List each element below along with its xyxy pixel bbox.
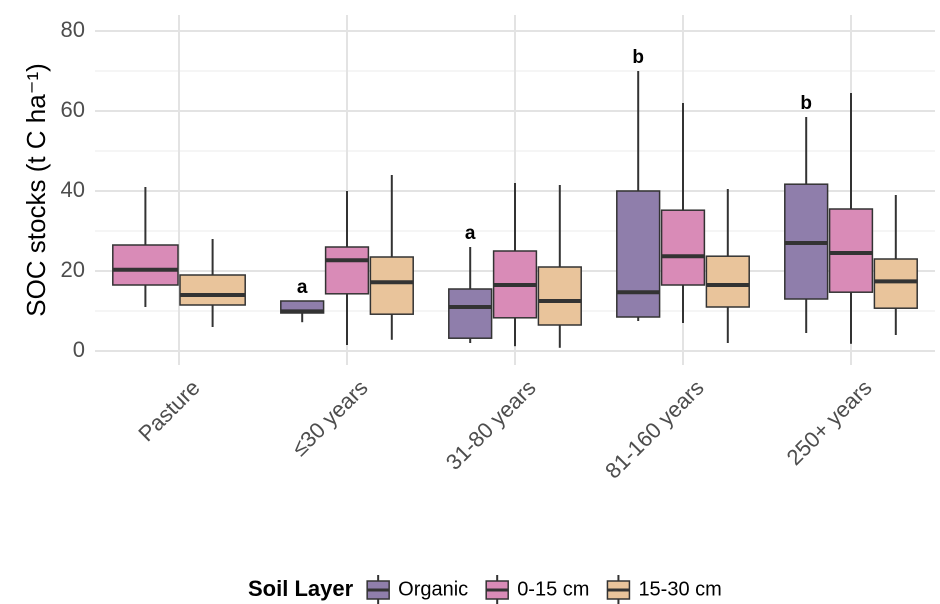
box-group xyxy=(828,93,874,344)
box-group xyxy=(179,239,246,327)
significance-label: b xyxy=(632,47,644,68)
box-group: a xyxy=(448,223,493,343)
y-tick-label: 80 xyxy=(61,17,85,42)
x-tick-label: ≤30 years xyxy=(287,375,373,461)
x-tick-label: Pasture xyxy=(133,375,204,446)
box-group xyxy=(324,191,370,345)
box xyxy=(112,244,179,286)
legend-label: 0-15 cm xyxy=(517,578,589,600)
significance-label: a xyxy=(465,223,476,244)
box xyxy=(705,255,750,308)
x-tick-label: 250+ years xyxy=(782,375,877,470)
box xyxy=(616,190,661,318)
box-group xyxy=(369,175,414,340)
box-group: b xyxy=(616,47,661,321)
box-group xyxy=(873,195,918,335)
box xyxy=(660,209,706,286)
box xyxy=(828,208,874,293)
legend-label: Organic xyxy=(398,578,468,600)
box xyxy=(873,258,918,309)
x-tick-label: 81-160 years xyxy=(600,375,708,483)
box xyxy=(448,288,493,339)
box xyxy=(537,266,582,326)
box-group xyxy=(705,189,750,343)
y-tick-label: 60 xyxy=(61,97,85,122)
box xyxy=(369,256,414,315)
significance-label: b xyxy=(800,93,812,114)
legend-label: 15-30 cm xyxy=(638,578,721,600)
legend-item: 15-30 cm xyxy=(606,575,722,604)
box-group xyxy=(492,183,538,347)
box xyxy=(179,274,246,306)
y-tick-label: 20 xyxy=(61,257,85,282)
legend-title: Soil Layer xyxy=(248,576,354,601)
x-tick-label: 31-80 years xyxy=(441,375,541,475)
legend-item: 0-15 cm xyxy=(485,575,589,604)
y-axis-label: SOC stocks (t C ha⁻¹) xyxy=(21,63,51,317)
legend-item: Organic xyxy=(366,575,468,604)
box-group: b xyxy=(784,93,829,333)
y-tick-label: 40 xyxy=(61,177,85,202)
box-group: a xyxy=(280,277,325,323)
legend: Soil Layer Organic 0-15 cm 15-30 cm xyxy=(248,575,722,604)
box-group xyxy=(112,187,179,307)
box-group xyxy=(537,185,582,348)
box xyxy=(324,246,370,295)
significance-label: a xyxy=(297,277,308,298)
y-tick-label: 0 xyxy=(73,337,85,362)
box-group xyxy=(660,103,706,323)
